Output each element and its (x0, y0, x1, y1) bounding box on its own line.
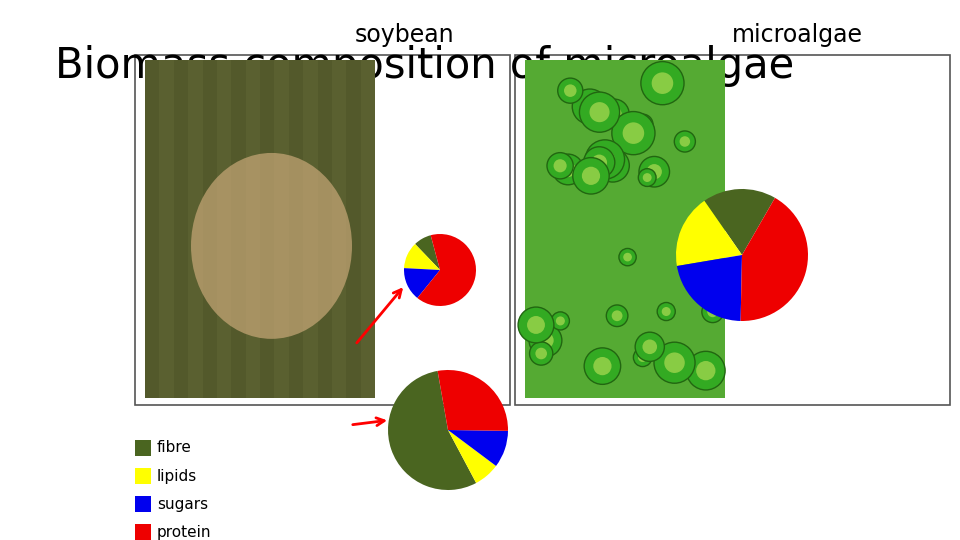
Circle shape (661, 307, 671, 316)
Circle shape (547, 153, 573, 179)
Bar (515, 55, 950, 405)
Circle shape (708, 306, 718, 317)
Circle shape (530, 342, 553, 365)
Wedge shape (448, 430, 496, 483)
Text: sugars: sugars (157, 496, 208, 511)
Circle shape (593, 357, 612, 375)
Circle shape (573, 158, 610, 194)
Circle shape (686, 352, 725, 390)
Circle shape (702, 301, 724, 322)
Wedge shape (448, 430, 508, 466)
Circle shape (554, 159, 566, 172)
Circle shape (612, 310, 622, 321)
Circle shape (553, 154, 584, 185)
Wedge shape (438, 370, 508, 431)
Circle shape (633, 114, 653, 134)
Circle shape (572, 89, 608, 124)
Circle shape (551, 312, 569, 330)
Bar (231, 60, 246, 398)
Wedge shape (404, 268, 440, 298)
Circle shape (623, 123, 644, 144)
Circle shape (664, 353, 684, 373)
Wedge shape (676, 201, 742, 266)
Circle shape (564, 84, 577, 97)
Bar (135, 468, 151, 484)
Wedge shape (404, 244, 440, 270)
Wedge shape (740, 198, 808, 321)
Circle shape (538, 332, 554, 349)
Circle shape (599, 99, 629, 129)
Text: Biomass composition of microalgae: Biomass composition of microalgae (55, 45, 794, 87)
Bar (135, 496, 151, 512)
Circle shape (586, 140, 625, 179)
Circle shape (596, 149, 630, 182)
Wedge shape (677, 255, 742, 321)
Circle shape (558, 78, 583, 103)
Circle shape (584, 147, 614, 178)
Circle shape (527, 316, 545, 334)
Circle shape (605, 157, 621, 174)
Bar (174, 60, 188, 398)
Circle shape (643, 173, 652, 182)
Circle shape (639, 157, 669, 187)
Circle shape (581, 98, 599, 116)
Wedge shape (705, 189, 775, 255)
Circle shape (580, 92, 619, 132)
Circle shape (674, 131, 695, 152)
FancyArrowPatch shape (352, 418, 384, 426)
Circle shape (641, 62, 684, 105)
Circle shape (529, 324, 562, 357)
Bar (347, 60, 361, 398)
Circle shape (637, 119, 648, 130)
Circle shape (636, 332, 664, 361)
Circle shape (619, 248, 636, 266)
Circle shape (647, 164, 661, 179)
Circle shape (607, 305, 628, 327)
FancyArrowPatch shape (357, 289, 401, 343)
Text: protein: protein (157, 524, 211, 539)
Circle shape (696, 361, 715, 380)
Circle shape (607, 106, 622, 122)
Wedge shape (388, 371, 476, 490)
Bar (203, 60, 217, 398)
Bar (318, 60, 332, 398)
Text: lipids: lipids (157, 469, 197, 483)
Circle shape (680, 136, 690, 147)
Circle shape (642, 340, 657, 354)
Circle shape (595, 150, 614, 169)
Circle shape (612, 112, 655, 154)
Text: fibre: fibre (157, 441, 192, 456)
Wedge shape (418, 234, 476, 306)
Circle shape (638, 353, 647, 362)
Circle shape (556, 316, 564, 326)
Bar (135, 55, 510, 405)
Bar (260, 60, 275, 398)
Circle shape (654, 342, 695, 383)
Bar (145, 60, 159, 398)
Circle shape (634, 348, 652, 367)
Bar (289, 60, 303, 398)
Circle shape (585, 348, 621, 384)
Circle shape (589, 102, 610, 122)
Circle shape (623, 253, 632, 261)
Circle shape (518, 307, 554, 343)
Bar (525, 60, 725, 398)
Circle shape (582, 167, 600, 185)
Ellipse shape (191, 153, 352, 339)
Text: soybean: soybean (355, 23, 455, 47)
Bar (145, 60, 375, 398)
Circle shape (536, 348, 547, 359)
Circle shape (658, 302, 675, 321)
Circle shape (591, 154, 607, 170)
Circle shape (561, 162, 576, 177)
Circle shape (640, 124, 649, 133)
Circle shape (652, 72, 673, 94)
Text: microalgae: microalgae (732, 23, 863, 47)
Circle shape (636, 120, 653, 138)
Circle shape (638, 168, 656, 186)
Bar (135, 440, 151, 456)
Wedge shape (415, 235, 440, 270)
Bar (135, 524, 151, 540)
